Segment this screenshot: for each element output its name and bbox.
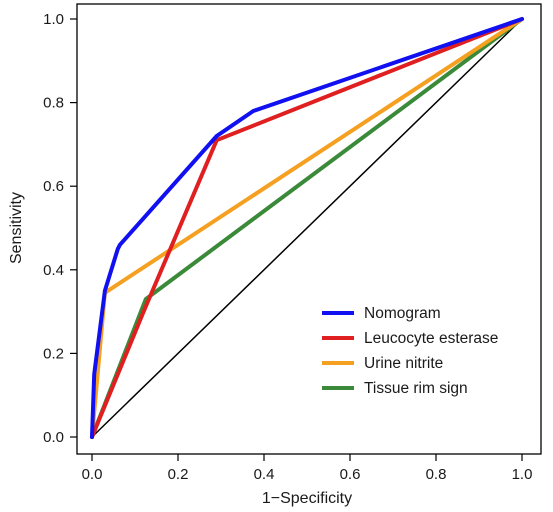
roc-curves: [90, 17, 524, 439]
legend-label-tissue-rim-sign: Tissue rim sign: [364, 380, 468, 397]
x-tick-label: 0.0: [82, 466, 103, 483]
x-tick-label: 0.2: [168, 466, 189, 483]
legend-label-leucocyte-esterase: Leucocyte esterase: [364, 330, 498, 347]
x-axis: 0.0 0.2 0.4 0.6 0.8 1.0: [82, 454, 533, 483]
legend-label-nomogram: Nomogram: [364, 305, 441, 322]
y-axis: 0.0 0.2 0.4 0.6 0.8 1.0: [43, 11, 77, 446]
plot-frame: [76, 3, 542, 455]
y-tick-label: 0.4: [43, 262, 64, 279]
series-line-nomogram: [90, 17, 524, 439]
x-tick-label: 0.8: [426, 466, 447, 483]
reference-diagonal: [91, 18, 523, 438]
reference-line: [91, 18, 523, 438]
y-tick-label: 0.8: [43, 95, 64, 112]
legend: Nomogram Leucocyte esterase Urine nitrite T…: [322, 305, 498, 397]
series-line-leucocyte-esterase: [90, 17, 524, 439]
y-tick-label: 0.2: [43, 345, 64, 362]
y-axis-title: Sensitivity: [8, 192, 25, 264]
y-tick-label: 0.0: [43, 429, 64, 446]
x-axis-title: 1−Specificity: [262, 490, 352, 507]
y-tick-label: 0.6: [43, 178, 64, 195]
y-tick-label: 1.0: [43, 11, 64, 28]
x-tick-label: 0.6: [340, 466, 361, 483]
legend-label-urine-nitrite: Urine nitrite: [364, 355, 443, 372]
x-tick-label: 1.0: [512, 466, 533, 483]
x-tick-label: 0.4: [254, 466, 275, 483]
